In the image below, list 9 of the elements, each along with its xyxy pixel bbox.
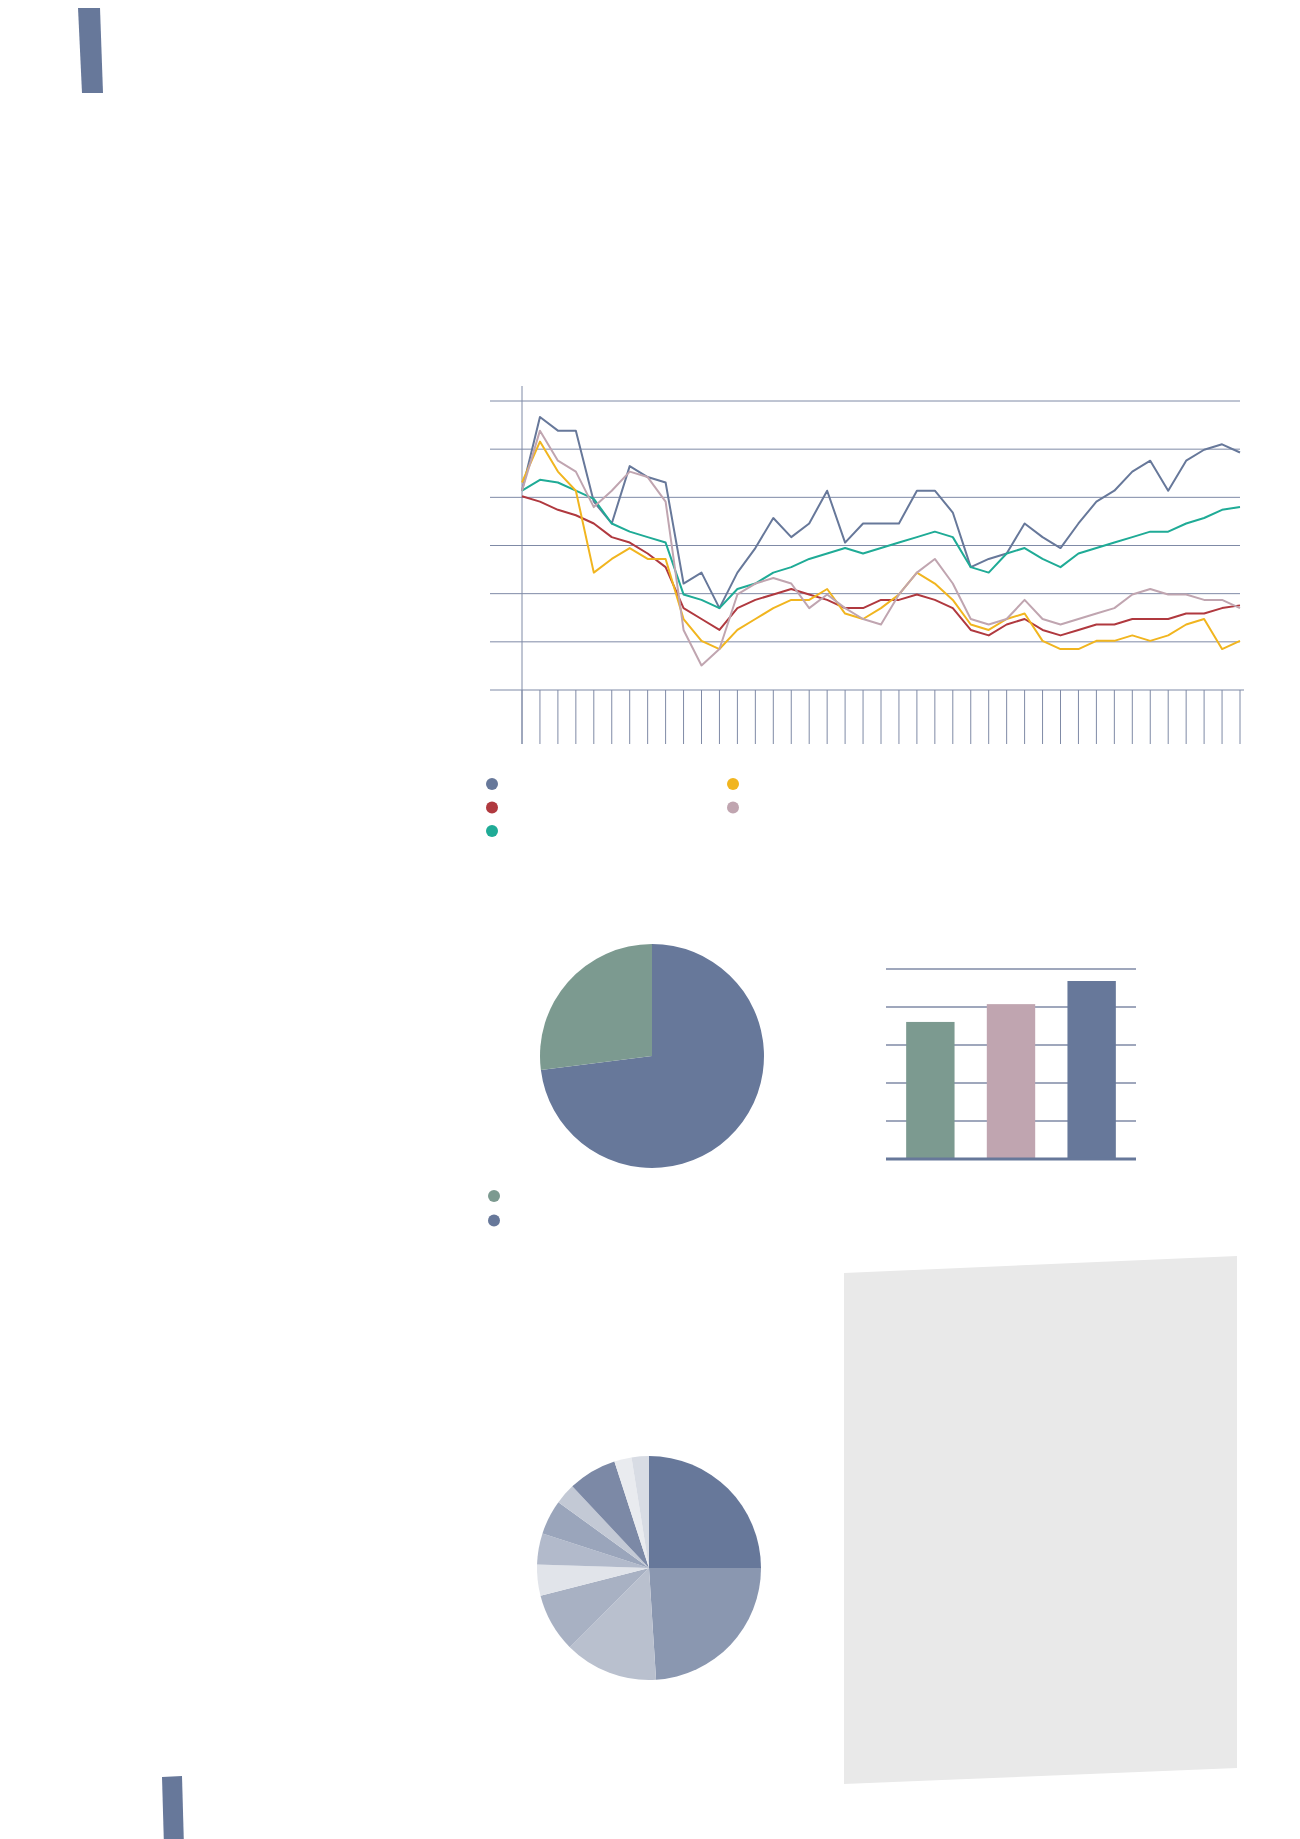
pie-slice — [572, 1461, 649, 1568]
pie-slice — [649, 1568, 761, 1680]
pie-slice — [537, 1564, 649, 1596]
pie-slice — [540, 944, 652, 1071]
pie-slice — [540, 944, 764, 1168]
pie-slice — [649, 1456, 761, 1568]
pie-slice — [542, 1502, 649, 1568]
pie-slice — [614, 1457, 649, 1568]
pie-slice — [631, 1456, 649, 1568]
